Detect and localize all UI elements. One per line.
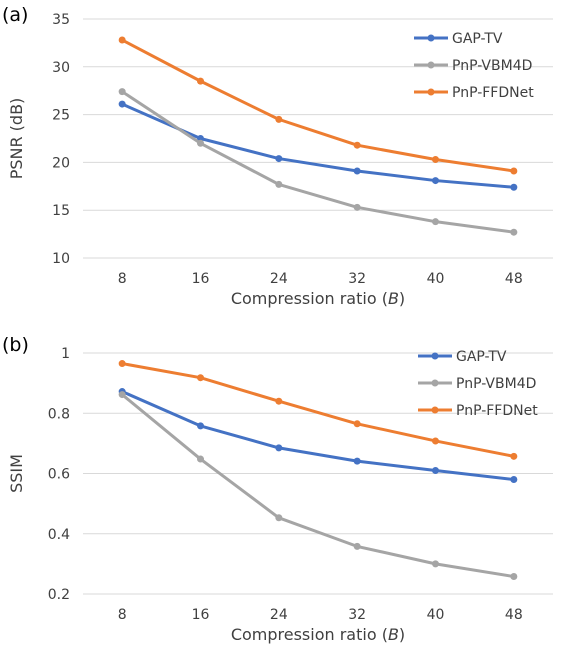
data-point [275,180,283,188]
data-point [197,77,204,85]
data-point [353,141,361,149]
x-tick-label: 48 [505,607,523,623]
y-axis-title: SSIM [7,454,26,493]
y-tick-label: 25 [52,108,70,124]
legend-marker [431,406,439,414]
x-axis-title-suffix: ) [399,625,405,644]
y-axis-title: PSNR (dB) [7,98,26,180]
x-axis-title-text: Compression ratio ( [231,289,388,308]
y-tick-label: 30 [52,60,70,76]
x-tick-label: 32 [348,271,366,287]
x-axis-title: Compression ratio (B) [231,289,405,308]
data-point [353,420,361,428]
data-point [118,391,126,399]
panel-label-a: (a) [2,4,29,26]
data-point [118,88,126,96]
series-line [120,102,516,189]
x-tick-label: 40 [427,607,445,623]
series-line [120,393,516,579]
legend-label: PnP-FFDNet [456,403,538,419]
data-point [197,139,204,147]
data-point [510,183,518,191]
data-point [197,455,204,463]
data-point [118,100,126,108]
x-tick-label: 24 [270,607,288,623]
x-tick-label: 16 [192,607,210,623]
data-point [510,573,518,581]
legend-marker [431,379,439,387]
legend-marker [427,88,435,96]
legend-marker [427,34,435,42]
psnr-chart-panel: (a) 10 15 20 25 30 35 8 16 24 32 40 48 Compression r… [0,0,561,320]
data-point [432,560,439,568]
data-point [432,177,439,185]
legend-label: PnP-FFDNet [452,85,534,101]
series-line [120,38,516,173]
series-line [120,90,516,234]
data-point [118,36,126,44]
panel-label-b: (b) [2,334,29,356]
data-point [275,155,283,163]
legend-marker [431,352,439,360]
x-tick-label: 8 [118,271,127,287]
data-point [353,167,361,175]
x-axis-title-variable: B [388,625,399,644]
x-axis-title-variable: B [388,289,399,308]
x-tick-label: 48 [505,271,523,287]
data-point [432,156,439,164]
data-point [353,542,361,550]
y-tick-label: 0.4 [48,527,70,543]
legend-label: GAP-TV [452,31,503,47]
legend-label: GAP-TV [456,349,507,365]
ssim-chart-panel: (b) 0.2 0.4 0.6 0.8 1 8 16 24 32 40 48 Compression … [0,330,561,649]
x-tick-label: 24 [270,271,288,287]
data-point [432,218,439,226]
data-point [353,203,361,211]
data-point [510,167,518,175]
data-point [275,397,283,405]
psnr-chart: 10 15 20 25 30 35 8 16 24 32 40 48 Compression ratio… [7,12,553,308]
y-tick-label: 35 [52,12,70,28]
data-point [353,457,361,465]
x-axis-title-text: Compression ratio ( [231,625,388,644]
y-tick-label: 15 [52,203,70,219]
y-tick-label: 0.8 [48,406,70,422]
x-tick-label: 8 [118,607,127,623]
data-point [275,514,283,522]
y-tick-label: 0.6 [48,467,70,483]
legend-label: PnP-VBM4D [456,376,536,392]
x-tick-label: 32 [348,607,366,623]
data-point [275,444,283,452]
data-point [510,476,518,484]
data-point [197,422,204,430]
data-point [432,466,439,474]
x-tick-label: 40 [427,271,445,287]
y-tick-label: 0.2 [48,587,70,603]
series-line [120,362,516,458]
y-tick-label: 20 [52,155,70,171]
x-axis-title-suffix: ) [399,289,405,308]
data-point [510,228,518,236]
legend-label: PnP-VBM4D [452,58,532,74]
y-tick-label: 10 [52,251,70,267]
data-point [510,452,518,460]
y-tick-label: 1 [61,346,70,362]
x-tick-label: 16 [192,271,210,287]
legend-marker [427,61,435,69]
data-point [275,115,283,123]
data-point [118,360,126,368]
data-point [197,374,204,382]
x-axis-title: Compression ratio (B) [231,625,405,644]
series-line [120,390,516,482]
data-point [432,437,439,445]
ssim-chart: 0.2 0.4 0.6 0.8 1 8 16 24 32 40 48 Compression rati… [7,346,553,644]
